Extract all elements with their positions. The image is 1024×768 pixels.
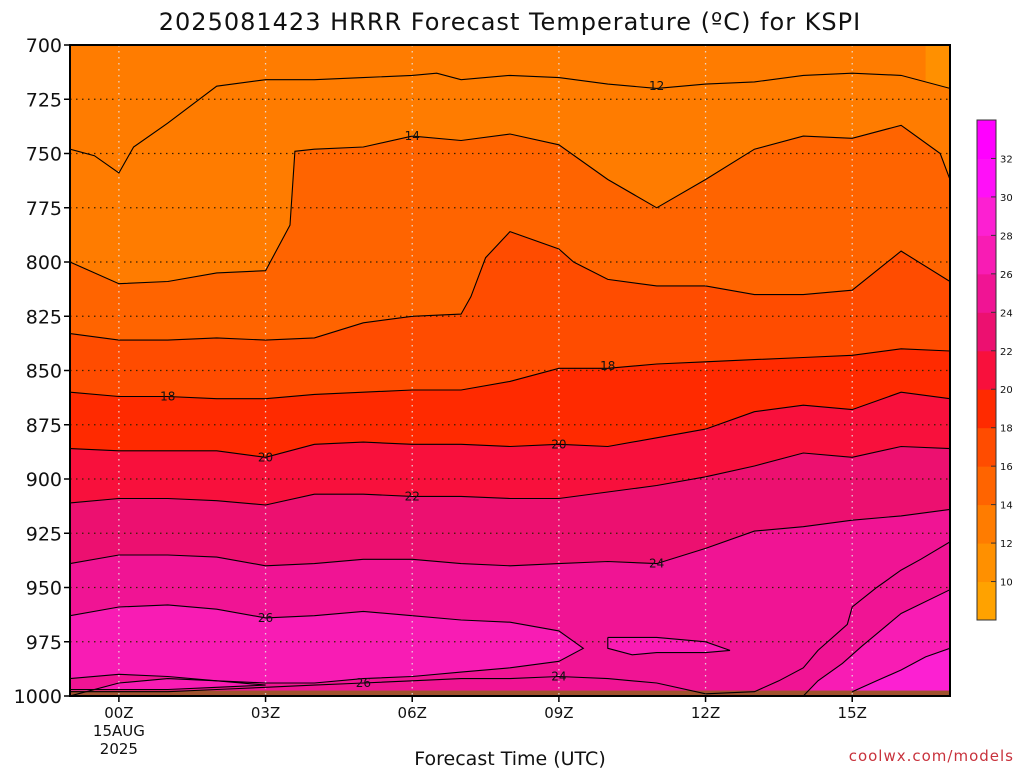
colorbar-label-10: 10 <box>1000 578 1013 589</box>
contour-label-22: 22 <box>405 489 420 503</box>
colorbar-label-14: 14 <box>1000 501 1013 512</box>
contour-label-18: 18 <box>600 359 615 373</box>
ground-fill <box>70 690 950 696</box>
colorbar-label-12: 12 <box>1000 539 1013 550</box>
contour-label-14: 14 <box>405 129 420 143</box>
colorbar-frame <box>976 119 997 621</box>
y-axis: 700 725 750 775 800 825 850 875 900 925 950 975 1000 <box>14 35 70 708</box>
x-date-label-0: 15AUG <box>93 722 145 740</box>
y-tick-label-725: 725 <box>26 89 62 111</box>
temperature-fills <box>70 45 950 696</box>
contour-line-12 <box>70 72 950 174</box>
y-tick-label-850: 850 <box>26 361 62 383</box>
contour-label-20: 20 <box>551 437 566 451</box>
colorbar-segment-28 <box>977 196 996 236</box>
chart-title: 2025081423 HRRR Forecast Temperature (ºC… <box>159 8 861 36</box>
colorbar-segment-8 <box>977 581 996 621</box>
colorbar-segment-14 <box>977 466 996 506</box>
colorbar-segment-24 <box>977 273 996 313</box>
colorbar-label-24: 24 <box>1000 308 1013 319</box>
x-tick-label-06Z: 06Z <box>398 704 427 722</box>
y-tick-label-800: 800 <box>26 252 62 274</box>
y-tick-label-750: 750 <box>26 144 62 166</box>
fill-band-26 <box>70 678 266 696</box>
contour-line-26 <box>607 636 731 656</box>
y-tick-label-900: 900 <box>26 469 62 491</box>
colorbar-label-18: 18 <box>1000 424 1013 435</box>
colorbar-label-26: 26 <box>1000 270 1013 281</box>
contour-lines <box>70 45 950 696</box>
colorbar-segment-26 <box>977 235 996 275</box>
colorbar-label-32: 32 <box>1000 154 1013 165</box>
y-tick-label-700: 700 <box>26 35 62 57</box>
y-tick-label-950: 950 <box>26 578 62 600</box>
x-date-label-1: 2025 <box>100 740 138 758</box>
grid-lines <box>70 45 950 696</box>
y-tick-label-825: 825 <box>26 306 62 328</box>
contour-line-22 <box>70 445 950 506</box>
colorbar-label-20: 20 <box>1000 385 1013 396</box>
y-tick-label-875: 875 <box>26 415 62 437</box>
contour-line-24 <box>70 541 950 695</box>
x-tick-label-03Z: 03Z <box>251 704 280 722</box>
contour-line-16 <box>70 230 950 341</box>
contour-line-20 <box>70 391 950 458</box>
colorbar-segment-30 <box>977 158 996 198</box>
colorbar-segment-16 <box>977 427 996 467</box>
colorbar-segment-10 <box>977 543 996 583</box>
colorbar-segment-20 <box>977 350 996 390</box>
colorbar-label-30: 30 <box>1000 193 1013 204</box>
contour-label-26: 26 <box>356 676 371 690</box>
contour-label-20: 20 <box>258 450 273 464</box>
fill-band-28 <box>852 648 950 696</box>
contour-line-18 <box>70 348 950 400</box>
fill-band-26 <box>70 604 584 696</box>
y-tick-label-925: 925 <box>26 523 62 545</box>
colorbar-segment-22 <box>977 312 996 352</box>
colorbar: 10 12 14 16 18 20 22 24 26 28 30 32 <box>976 119 1013 621</box>
y-tick-label-1000: 1000 <box>14 686 62 708</box>
contour-line-26 <box>70 678 266 696</box>
colorbar-segment-12 <box>977 504 996 544</box>
contour-line-24 <box>70 508 950 567</box>
contour-label-24: 24 <box>551 669 566 683</box>
colorbar-segment-18 <box>977 389 996 429</box>
colorbar-segment-32 <box>977 120 996 159</box>
colorbar-label-28: 28 <box>1000 231 1013 242</box>
colorbar-label-22: 22 <box>1000 347 1013 358</box>
credit-text: coolwx.com/models <box>849 747 1014 765</box>
x-axis-label: Forecast Time (UTC) <box>414 748 605 768</box>
x-tick-label-09Z: 09Z <box>544 704 573 722</box>
contour-label-18: 18 <box>160 390 175 404</box>
contour-labels: 12 14 18 18 20 20 22 24 24 26 26 <box>160 79 664 690</box>
ground-band <box>70 690 950 696</box>
x-tick-label-00Z: 00Z <box>104 704 133 722</box>
colorbar-label-16: 16 <box>1000 462 1013 473</box>
contour-line-26 <box>70 604 585 684</box>
y-tick-label-775: 775 <box>26 198 62 220</box>
x-tick-label-12Z: 12Z <box>691 704 720 722</box>
contour-line-28 <box>851 647 950 693</box>
contour-line-14 <box>70 124 950 285</box>
contour-line-26 <box>802 589 950 696</box>
contour-label-12: 12 <box>649 79 664 93</box>
contour-label-24: 24 <box>649 557 664 571</box>
y-tick-label-975: 975 <box>26 632 62 654</box>
contour-label-26: 26 <box>258 611 273 625</box>
x-tick-label-15Z: 15Z <box>838 704 867 722</box>
